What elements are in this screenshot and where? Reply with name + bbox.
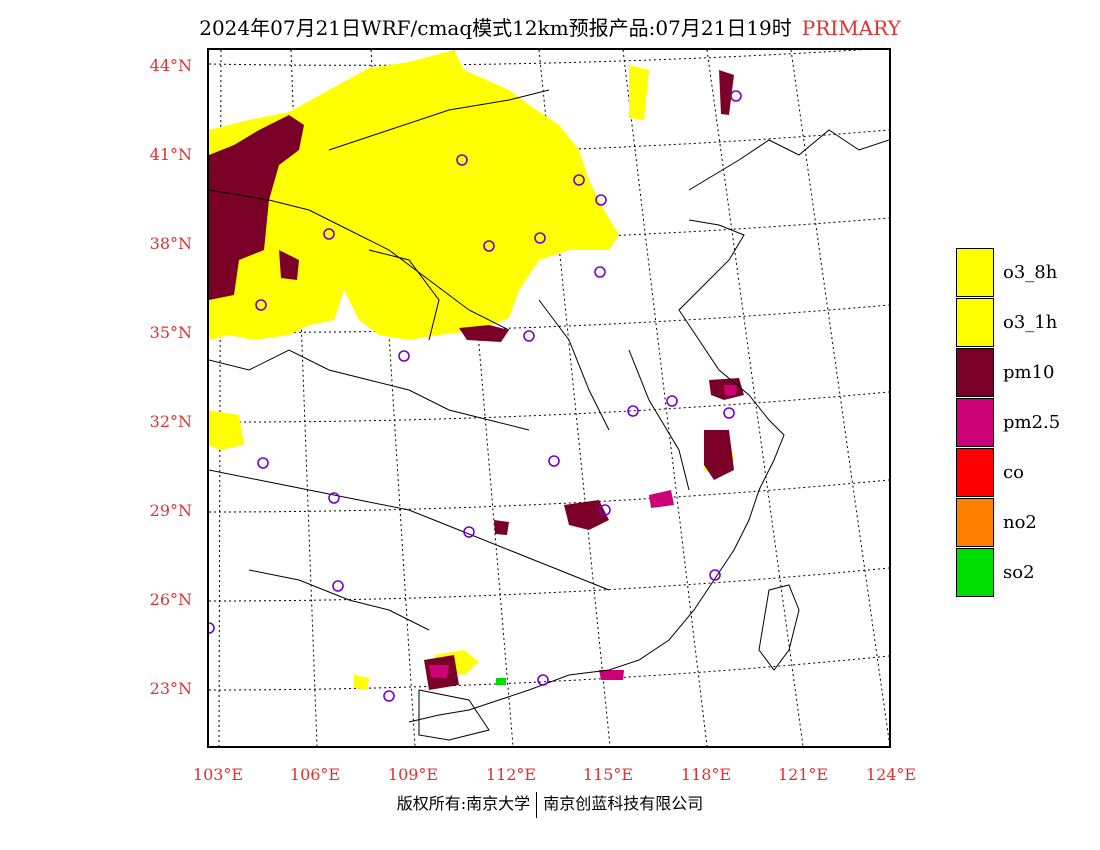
legend-swatch-so2 (956, 548, 994, 597)
copyright-footer: 版权所有:南京大学 南京创蓝科技有限公司 (0, 790, 1100, 818)
primary-tag: PRIMARY (801, 16, 901, 40)
lon-label-118e: 118°E (680, 765, 732, 784)
lat-label-26n: 26°N (149, 590, 192, 609)
pm25-area (429, 385, 737, 680)
lon-label-109e: 109°E (387, 765, 439, 784)
lat-label-29n: 29°N (149, 501, 192, 520)
legend-swatch-no2 (956, 498, 994, 547)
lon-label-121e: 121°E (777, 765, 829, 784)
legend-label-no2: no2 (1003, 512, 1037, 533)
copyright-right: 南京创蓝科技有限公司 (543, 794, 704, 813)
legend-label-o3-8h: o3_8h (1003, 262, 1058, 283)
copyright-left: 版权所有:南京大学 (396, 794, 531, 813)
lat-label-23n: 23°N (149, 679, 192, 698)
city-markers (209, 90, 742, 702)
lon-label-103e: 103°E (192, 765, 244, 784)
legend-label-co: co (1003, 462, 1024, 483)
pm10-area (209, 70, 744, 690)
lat-label-35n: 35°N (149, 323, 192, 342)
legend-swatch-o3-1h (956, 298, 994, 347)
map-title: 2024年07月21日WRF/cmaq模式12km预报产品:07月21日19时 P… (0, 12, 1100, 41)
lon-label-115e: 115°E (582, 765, 634, 784)
lon-label-124e: 124°E (865, 765, 917, 784)
legend-swatch-pm10 (956, 348, 994, 397)
lon-label-106e: 106°E (289, 765, 341, 784)
legend-label-pm25: pm2.5 (1003, 412, 1061, 433)
so2-area (496, 678, 506, 685)
map-canvas (209, 50, 889, 746)
legend-swatch-o3-8h (956, 248, 994, 297)
legend-label-so2: so2 (1003, 562, 1035, 583)
lat-label-44n: 44°N (149, 56, 192, 75)
lat-label-32n: 32°N (149, 412, 192, 431)
legend-label-pm10: pm10 (1003, 362, 1055, 383)
footer-divider (536, 791, 538, 818)
map-panel[interactable] (207, 48, 891, 748)
lat-label-38n: 38°N (149, 234, 192, 253)
boundary-lines (209, 89, 889, 741)
title-text: 2024年07月21日WRF/cmaq模式12km预报产品:07月21日19时 (199, 16, 792, 40)
lon-label-112e: 112°E (485, 765, 537, 784)
lat-label-41n: 41°N (149, 145, 192, 164)
legend-swatch-pm25 (956, 398, 994, 447)
legend-label-o3-1h: o3_1h (1003, 312, 1058, 333)
legend-swatch-co (956, 448, 994, 497)
